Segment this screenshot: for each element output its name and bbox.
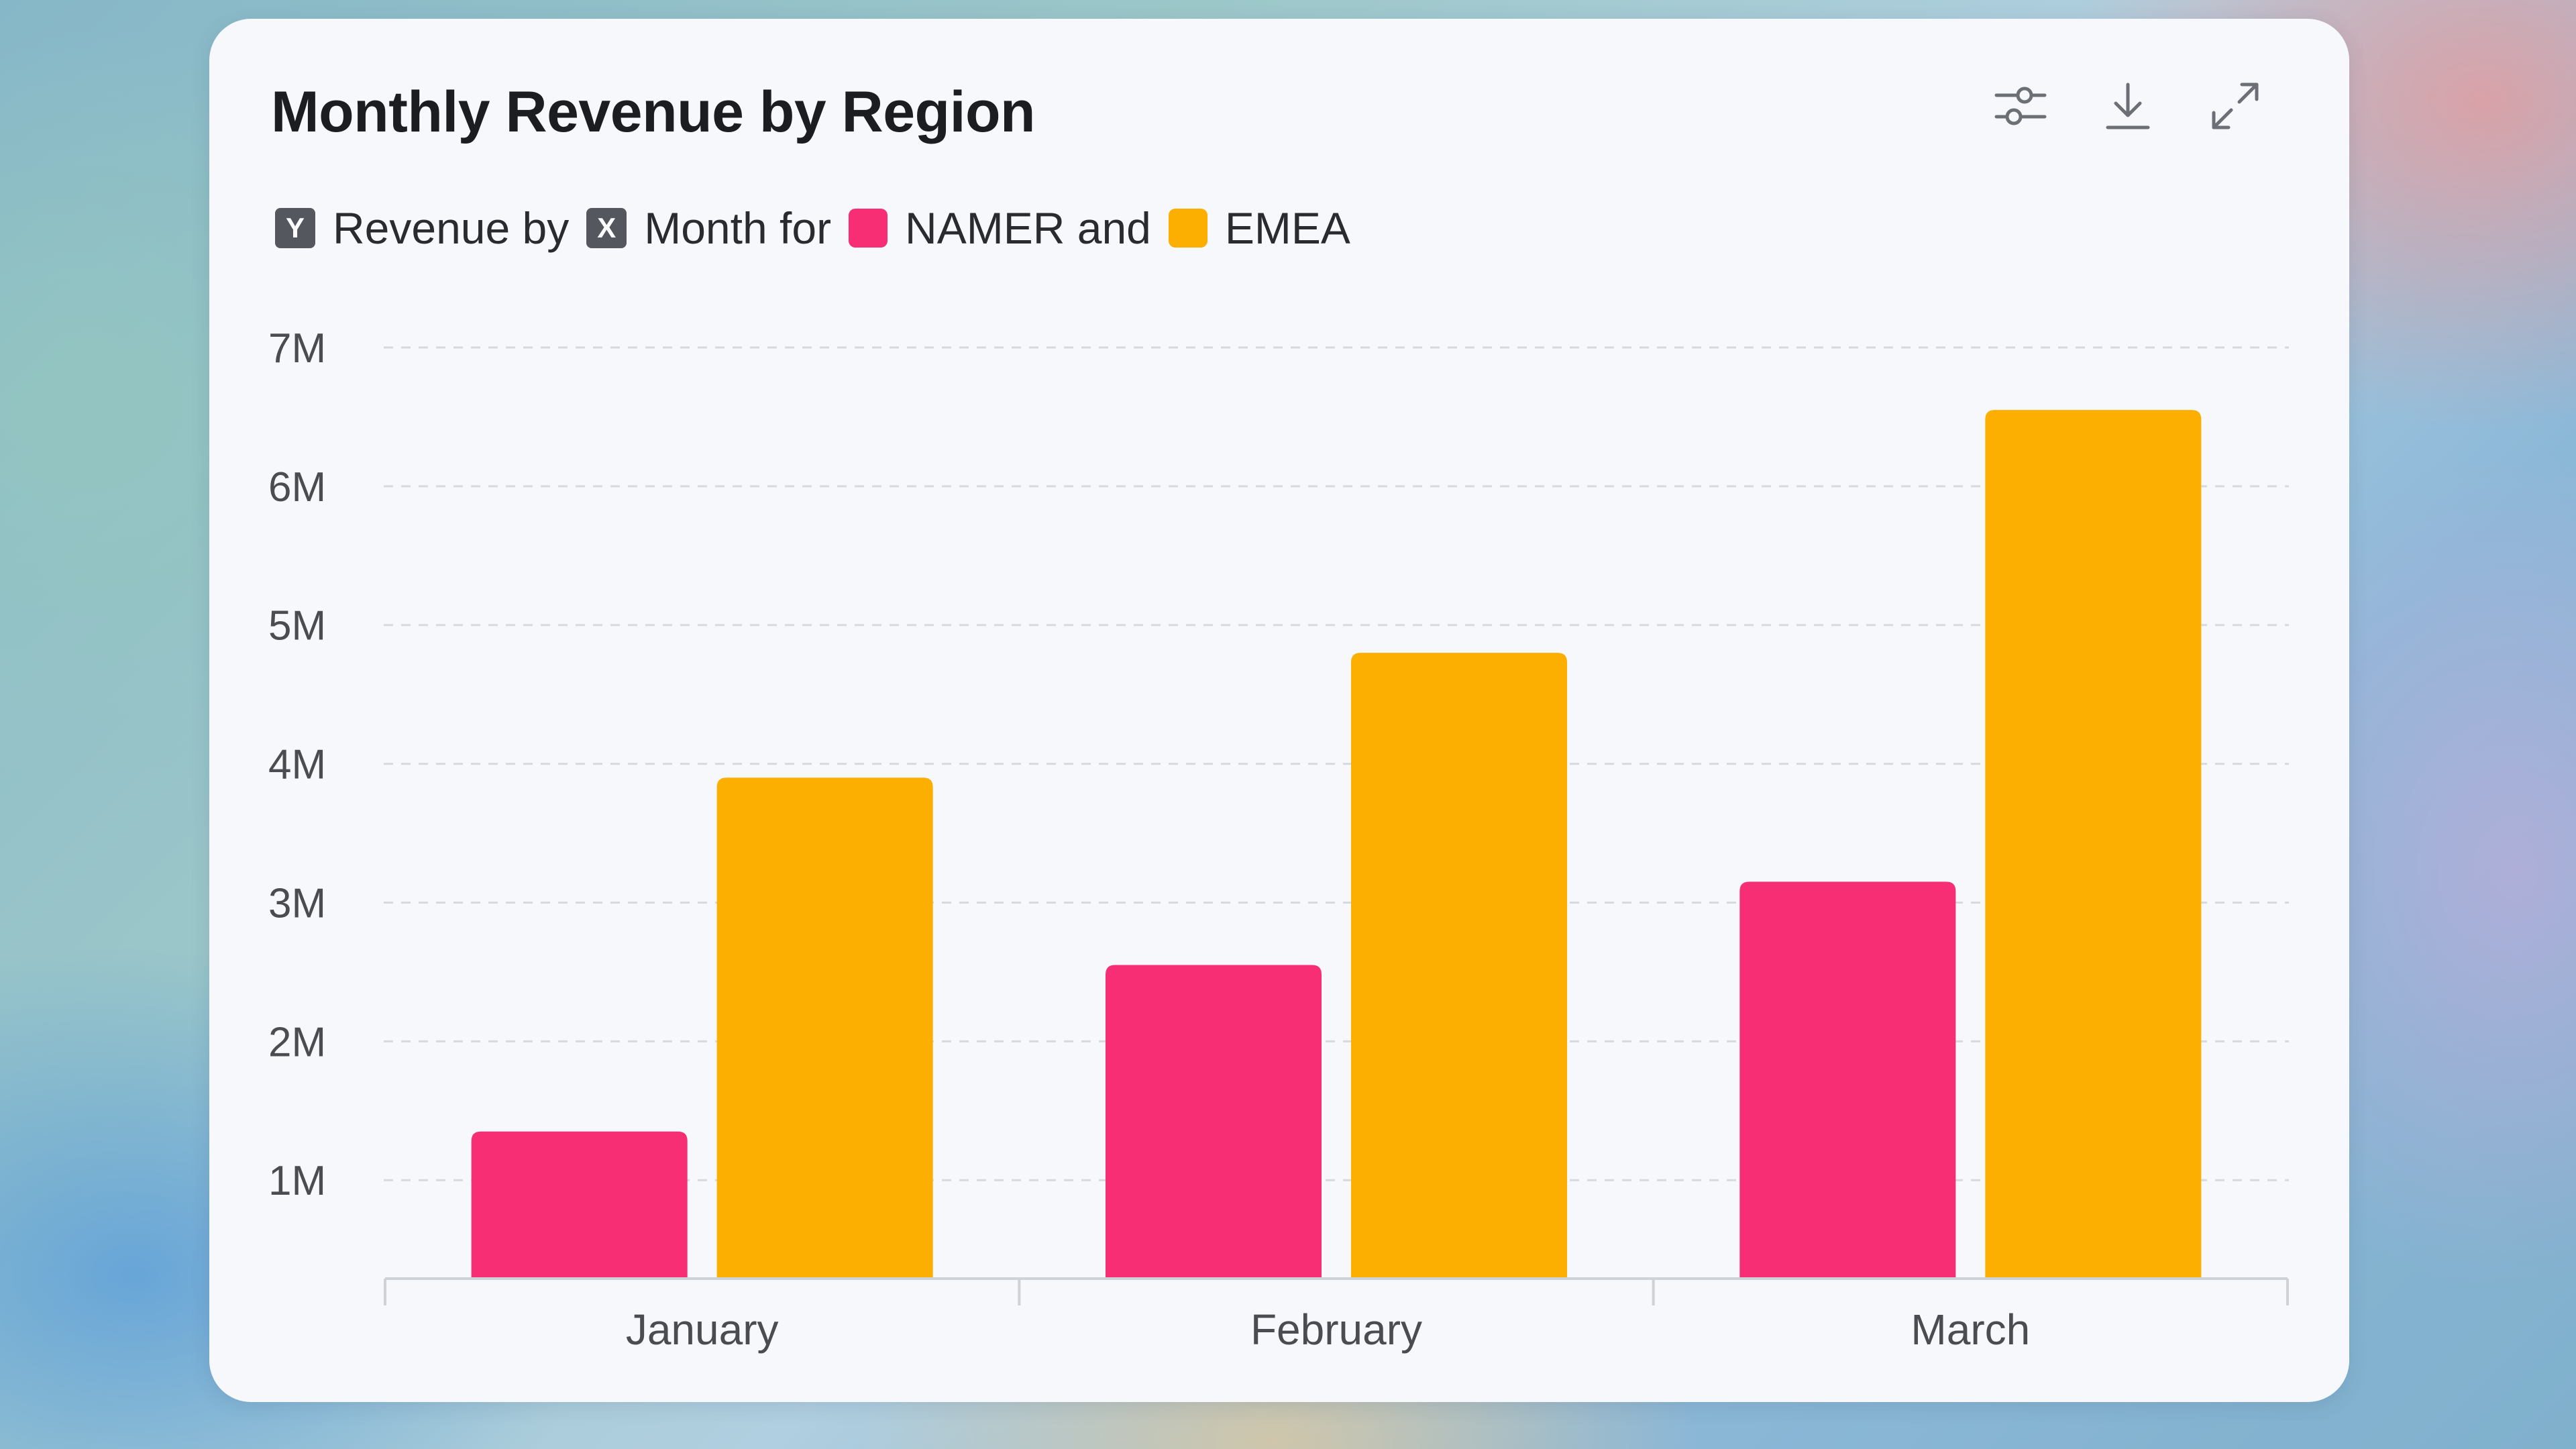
x-tick-label: February <box>1250 1305 1422 1354</box>
y-tick-label: 2M <box>268 1019 326 1065</box>
x-tick-label: March <box>1911 1305 2030 1354</box>
subtitle-month-for: Month for <box>644 203 832 253</box>
filter-settings-button[interactable] <box>1994 79 2047 133</box>
bar-namer-march <box>1739 881 1956 1277</box>
bar-namer-january <box>471 1131 688 1277</box>
y-tick-label: 4M <box>268 742 326 788</box>
y-tick-label: 1M <box>268 1158 326 1204</box>
chart-title: Monthly Revenue by Region <box>271 80 1036 144</box>
legend-label-emea: EMEA <box>1224 203 1350 253</box>
chart-subtitle: Y Revenue by X Month for NAMER and EMEA <box>275 201 1368 255</box>
y-axis-chip: Y <box>275 208 315 248</box>
chart-card: Monthly Revenue by Region <box>209 19 2349 1402</box>
bar-emea-february <box>1351 653 1567 1277</box>
y-tick-label: 5M <box>268 603 326 649</box>
legend-label-namer: NAMER and <box>905 203 1151 253</box>
download-button[interactable] <box>2101 79 2155 133</box>
bar-emea-march <box>1985 410 2202 1277</box>
x-axis-chip: X <box>586 208 627 248</box>
legend-swatch-emea <box>1168 209 1208 248</box>
sliders-icon <box>1994 87 2047 125</box>
subtitle-revenue-by: Revenue by <box>333 203 570 253</box>
bar-namer-february <box>1106 965 1322 1277</box>
y-tick-label: 6M <box>268 464 326 511</box>
chart-toolbar <box>1994 79 2262 133</box>
bar-emea-january <box>716 777 933 1277</box>
expand-button[interactable] <box>2208 79 2262 133</box>
y-tick-label: 3M <box>268 880 326 926</box>
bar-chart: 1M 2M 3M 4M 5M 6M 7M January February March <box>268 325 2289 1354</box>
x-tick-label: January <box>626 1305 779 1354</box>
expand-icon <box>2212 83 2259 129</box>
legend-swatch-namer <box>849 209 888 248</box>
y-tick-label: 7M <box>268 325 326 372</box>
download-icon <box>2106 83 2150 129</box>
